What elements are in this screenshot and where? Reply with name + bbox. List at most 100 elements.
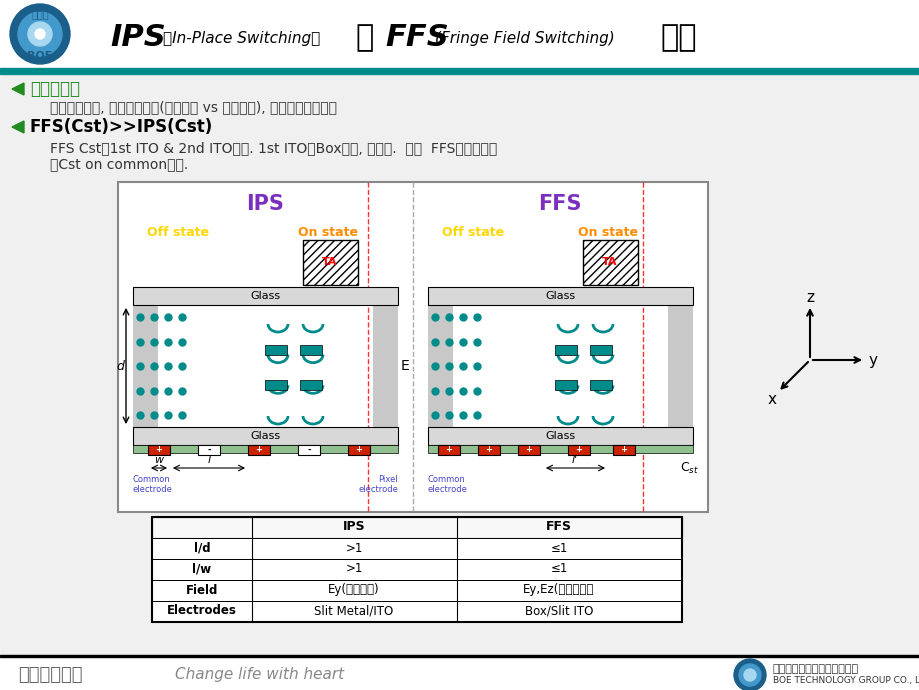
Circle shape	[10, 4, 70, 64]
Bar	[152, 580, 681, 601]
Text: TA: TA	[602, 257, 617, 267]
Bar	[118, 182, 708, 512]
Text: z: z	[805, 290, 813, 304]
Bar	[302, 240, 357, 285]
Bar	[554, 345, 576, 355]
Text: Box/Slit ITO: Box/Slit ITO	[524, 604, 593, 618]
Text: Ey(平面电场): Ey(平面电场)	[328, 584, 380, 596]
Circle shape	[28, 22, 52, 46]
Bar	[437, 445, 460, 455]
Text: (Fringe Field Switching): (Fringe Field Switching)	[435, 30, 614, 46]
Text: Pixel
electrode: Pixel electrode	[357, 475, 398, 495]
Bar	[0, 0, 919, 68]
Text: +: +	[255, 446, 262, 455]
Text: FFS: FFS	[384, 23, 448, 52]
Text: C$_{st}$: C$_{st}$	[680, 460, 698, 475]
Text: BOE: BOE	[28, 51, 52, 61]
Bar	[372, 305, 398, 427]
Text: d: d	[116, 359, 124, 373]
Text: -: -	[307, 446, 311, 455]
Bar	[133, 427, 398, 445]
Text: ≤1: ≤1	[550, 562, 567, 575]
Text: 京东方: 京东方	[31, 9, 49, 19]
Bar	[298, 445, 320, 455]
Bar	[517, 445, 539, 455]
Text: On state: On state	[577, 226, 637, 239]
Bar	[300, 345, 322, 355]
Bar	[427, 305, 452, 427]
Text: Slit Metal/ITO: Slit Metal/ITO	[314, 604, 393, 618]
Text: +: +	[525, 446, 532, 455]
Bar	[589, 345, 611, 355]
Bar	[0, 68, 919, 74]
Text: Common
electrode: Common electrode	[133, 475, 173, 495]
Circle shape	[738, 664, 760, 686]
Text: >1: >1	[345, 562, 362, 575]
Bar	[589, 380, 611, 390]
Text: 电场分布：: 电场分布：	[30, 80, 80, 98]
Polygon shape	[12, 83, 24, 95]
Text: 比较: 比较	[659, 23, 696, 52]
Text: On state: On state	[298, 226, 357, 239]
Bar	[152, 517, 681, 538]
Bar	[148, 445, 170, 455]
Bar	[248, 445, 269, 455]
Bar	[567, 445, 589, 455]
Text: l': l'	[572, 455, 577, 465]
Text: y: y	[868, 353, 877, 368]
Bar	[152, 517, 681, 622]
Bar	[0, 655, 919, 657]
Bar	[427, 287, 692, 305]
Circle shape	[733, 659, 766, 690]
Text: IPS: IPS	[110, 23, 165, 52]
Text: ≤1: ≤1	[550, 542, 567, 555]
Text: +: +	[155, 446, 163, 455]
Polygon shape	[12, 121, 24, 133]
Text: l: l	[207, 455, 210, 465]
Text: +: +	[619, 446, 627, 455]
Text: Off state: Off state	[441, 226, 504, 239]
Text: Ey,Ez(边缘电场）: Ey,Ez(边缘电场）	[523, 584, 594, 596]
Bar	[300, 380, 322, 390]
Bar	[554, 380, 576, 390]
Bar	[427, 427, 692, 445]
Bar	[152, 601, 681, 622]
Bar	[133, 287, 398, 305]
Bar	[612, 445, 634, 455]
Text: Off state: Off state	[147, 226, 209, 239]
Text: Field: Field	[186, 584, 218, 596]
Text: +: +	[445, 446, 452, 455]
Text: x: x	[766, 393, 776, 408]
Bar	[667, 305, 692, 427]
Circle shape	[18, 12, 62, 56]
Text: 和: 和	[355, 23, 373, 52]
Text: FFS: FFS	[538, 194, 581, 214]
Bar	[265, 380, 287, 390]
Text: +: +	[485, 446, 492, 455]
Bar	[427, 445, 692, 453]
Bar	[583, 240, 637, 285]
Text: BOE TECHNOLOGY GROUP CO., LTD: BOE TECHNOLOGY GROUP CO., LTD	[772, 676, 919, 685]
Text: FFS(Cst)>>IPS(Cst): FFS(Cst)>>IPS(Cst)	[30, 118, 213, 136]
Text: TA: TA	[322, 257, 337, 267]
Bar	[478, 445, 499, 455]
Circle shape	[743, 669, 755, 681]
Text: +: +	[575, 446, 582, 455]
Text: Glass: Glass	[544, 431, 574, 441]
Bar	[265, 345, 287, 355]
Text: IPS: IPS	[245, 194, 284, 214]
Text: +: +	[355, 446, 362, 455]
Text: Glass: Glass	[250, 431, 279, 441]
Text: 用Cst on common方式.: 用Cst on common方式.	[50, 157, 188, 171]
Text: Electrodes: Electrodes	[167, 604, 237, 618]
Text: w: w	[154, 455, 164, 465]
Bar	[0, 657, 919, 690]
Text: -: -	[207, 446, 210, 455]
Text: IPS: IPS	[342, 520, 365, 533]
Text: Change life with heart: Change life with heart	[175, 667, 344, 682]
Bar	[198, 445, 220, 455]
Bar	[347, 445, 369, 455]
Text: （In-Place Switching）: （In-Place Switching）	[163, 30, 320, 46]
Text: l/w: l/w	[192, 562, 211, 575]
Text: Glass: Glass	[544, 291, 574, 301]
